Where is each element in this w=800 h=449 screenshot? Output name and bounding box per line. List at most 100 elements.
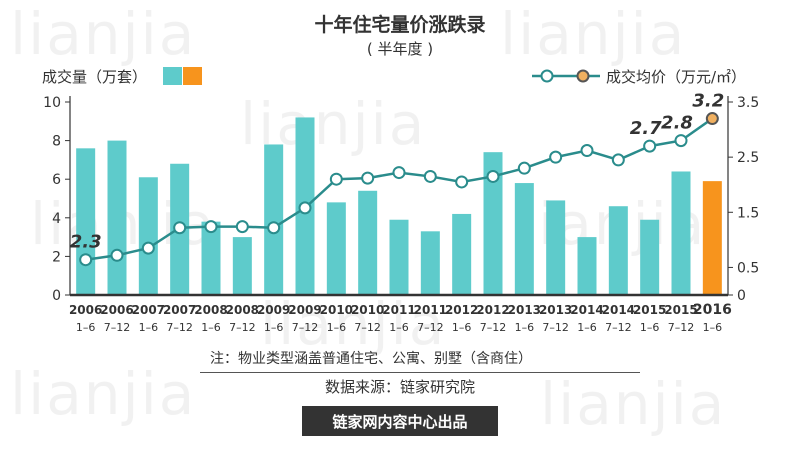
x-tick-label-half: 1–6 xyxy=(389,321,409,334)
price-point xyxy=(486,169,500,183)
x-tick-label-year: 2007 xyxy=(163,303,196,317)
y-tick-label-right: 3.5 xyxy=(737,95,759,111)
price-point xyxy=(361,171,375,185)
price-point xyxy=(267,221,281,235)
x-tick-label-half: 7–12 xyxy=(104,321,131,334)
x-tick-label-year: 2010 xyxy=(351,303,384,317)
y-tick-label-right: 0 xyxy=(737,288,746,304)
x-tick-label-year: 2014 xyxy=(570,303,603,317)
x-tick-label-half: 7–12 xyxy=(229,321,256,334)
bar-volume xyxy=(389,219,409,295)
y-tick-label-left: 10 xyxy=(43,95,61,111)
x-tick-label-year: 2016 xyxy=(693,302,732,318)
price-point xyxy=(392,166,406,180)
y-tick-label-right: 1.5 xyxy=(737,205,759,221)
x-tick-label-year: 2009 xyxy=(257,303,290,317)
chart: 成交量（万套） 成交均价（万元/㎡） 0 2 4 6 8 10 0 0.5 1.5 2.5 3.5 2… xyxy=(42,67,759,334)
bar-volume xyxy=(608,206,628,295)
x-tick-label-half: 7–12 xyxy=(292,321,319,334)
x-tick-label-year: 2012 xyxy=(445,303,478,317)
price-data-label: 3.2 xyxy=(692,91,724,112)
y-tick-label-left: 6 xyxy=(52,172,61,188)
price-point xyxy=(329,172,343,186)
x-tick-label-year: 2011 xyxy=(414,303,447,317)
y-tick-label-left: 0 xyxy=(52,288,61,304)
bar-volume xyxy=(702,181,722,295)
bar-volume xyxy=(452,213,472,295)
x-tick-label-half: 7–12 xyxy=(668,321,695,334)
x-tick-label-year: 2014 xyxy=(602,303,635,317)
bar-volume xyxy=(640,219,660,295)
x-tick-label-half: 1–6 xyxy=(76,321,96,334)
x-tick-label-half: 7–12 xyxy=(354,321,381,334)
price-point xyxy=(79,253,93,267)
y-tick-label-left: 8 xyxy=(52,134,61,150)
bar-volume xyxy=(326,202,346,295)
price-point xyxy=(423,169,437,183)
price-point xyxy=(517,161,531,175)
x-tick-label-half: 1–6 xyxy=(577,321,597,334)
bar-volume xyxy=(358,190,378,295)
x-tick-label-year: 2010 xyxy=(320,303,353,317)
x-tick-label-half: 7–12 xyxy=(480,321,507,334)
bar-volume xyxy=(420,231,440,295)
bar-volume xyxy=(264,144,284,295)
chart-title: 十年住宅量价涨跌录 xyxy=(314,14,486,36)
price-point xyxy=(611,153,625,167)
bar-volume xyxy=(138,177,158,295)
price-point xyxy=(110,248,124,262)
x-tick-label-half: 7–12 xyxy=(542,321,569,334)
price-point xyxy=(549,150,563,164)
x-tick-label-year: 2012 xyxy=(476,303,509,317)
price-data-label: 2.8 xyxy=(661,113,693,134)
bar-volume xyxy=(577,237,597,295)
x-tick-label-year: 2008 xyxy=(226,303,259,317)
legend-label-volume: 成交量（万套） xyxy=(42,68,147,86)
price-point xyxy=(643,139,657,153)
legend-marker-price-highlight xyxy=(576,69,590,83)
bar-volume xyxy=(514,183,534,295)
x-tick-label-half: 1–6 xyxy=(703,321,723,334)
price-point xyxy=(141,241,155,255)
y-tick-label-right: 0.5 xyxy=(737,260,759,276)
legend-label-price: 成交均价（万元/㎡） xyxy=(606,68,746,86)
legend-marker-price xyxy=(540,69,554,83)
divider xyxy=(200,372,640,373)
price-point xyxy=(674,134,688,148)
x-tick-label-year: 2008 xyxy=(194,303,227,317)
price-point xyxy=(580,144,594,158)
x-tick-label-year: 2006 xyxy=(69,303,102,317)
x-tick-label-half: 7–12 xyxy=(417,321,444,334)
price-point xyxy=(235,220,249,234)
y-tick-label-right: 2.5 xyxy=(737,150,759,166)
x-tick-label-year: 2007 xyxy=(132,303,165,317)
bar-volume xyxy=(546,200,566,295)
x-tick-label-year: 2009 xyxy=(288,303,321,317)
price-data-label: 2.3 xyxy=(70,232,102,253)
legend-swatch-volume xyxy=(163,67,182,85)
price-point xyxy=(298,201,312,215)
price-point xyxy=(705,112,719,126)
x-tick-label-half: 1–6 xyxy=(515,321,535,334)
bar-volume xyxy=(107,140,127,295)
x-tick-label-half: 7–12 xyxy=(166,321,193,334)
y-tick-label-left: 4 xyxy=(52,211,61,227)
bar-volume xyxy=(232,237,252,295)
y-tick-label-left: 2 xyxy=(52,249,61,265)
price-point xyxy=(173,221,187,235)
brand-badge: 链家网内容中心出品 xyxy=(302,406,498,436)
x-tick-label-year: 2015 xyxy=(664,303,697,317)
brand-label: 链家网内容中心出品 xyxy=(332,412,468,431)
legend-swatch-volume-highlight xyxy=(183,67,202,85)
price-data-label: 2.7 xyxy=(630,118,662,139)
x-tick-label-half: 7–12 xyxy=(605,321,632,334)
bar-volume xyxy=(76,148,96,295)
x-tick-label-half: 1–6 xyxy=(327,321,347,334)
bar-volume xyxy=(201,221,221,295)
data-source: 数据来源：链家研究院 xyxy=(324,378,475,396)
x-tick-label-half: 1–6 xyxy=(640,321,660,334)
footnote: 注：物业类型涵盖普通住宅、公寓、别墅（含商住） xyxy=(210,351,532,367)
x-tick-label-year: 2015 xyxy=(633,303,666,317)
bar-volume xyxy=(483,152,503,295)
price-point xyxy=(455,175,469,189)
